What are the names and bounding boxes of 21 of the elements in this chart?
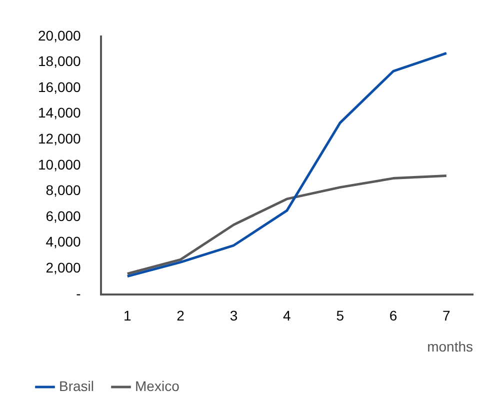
y-tick-label: 10,000 bbox=[38, 156, 82, 172]
x-tick-label: 4 bbox=[283, 308, 292, 324]
y-tick-label: 2,000 bbox=[46, 259, 82, 276]
x-tick-label: 1 bbox=[124, 308, 132, 324]
y-tick-label: 14,000 bbox=[38, 104, 82, 121]
y-tick-label: 20,000 bbox=[38, 27, 82, 44]
y-tick-label: 4,000 bbox=[46, 234, 82, 250]
x-tick-label: 7 bbox=[442, 308, 451, 324]
legend-label: Brasil bbox=[59, 378, 94, 394]
y-tick-label: 8,000 bbox=[46, 182, 82, 198]
x-tick-label: 5 bbox=[336, 308, 344, 324]
y-tick-label: 6,000 bbox=[46, 208, 82, 224]
y-tick-label: 16,000 bbox=[38, 78, 82, 95]
x-tick-label: 2 bbox=[176, 308, 185, 324]
y-tick-label: 12,000 bbox=[38, 130, 82, 146]
x-tick-label: 3 bbox=[230, 308, 238, 324]
y-tick-label: 18,000 bbox=[38, 53, 82, 70]
y-tick-label: - bbox=[76, 285, 82, 302]
legend-label: Mexico bbox=[135, 378, 180, 394]
x-axis-title: months bbox=[427, 338, 473, 354]
x-tick-label: 6 bbox=[389, 308, 398, 324]
